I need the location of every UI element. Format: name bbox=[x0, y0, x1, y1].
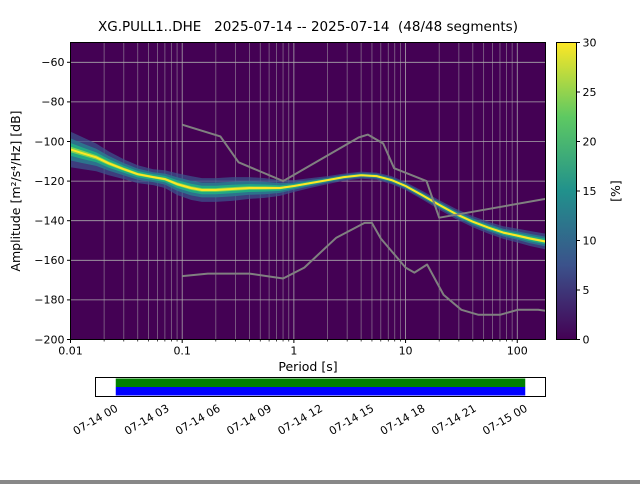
colorbar-tick-label: 10 bbox=[583, 234, 597, 247]
y-tick-label: −100 bbox=[34, 135, 64, 148]
timeline-tick-label: 07-14 21 bbox=[429, 402, 478, 438]
y-tick-label: −120 bbox=[34, 175, 64, 188]
colorbar-tick-label: 5 bbox=[583, 284, 590, 297]
timeline-tick-label: 07-14 18 bbox=[378, 402, 427, 438]
ppsd-histogram bbox=[70, 131, 546, 250]
colorbar bbox=[556, 42, 577, 340]
colorbar-tick-label: 20 bbox=[583, 135, 597, 148]
colorbar-label: [%] bbox=[608, 180, 623, 202]
y-tick-label: −160 bbox=[34, 254, 64, 267]
x-tick-label: 0.01 bbox=[58, 345, 83, 358]
timeline-data-bar bbox=[115, 387, 526, 396]
noise-model-low bbox=[182, 221, 546, 316]
y-tick-label: −180 bbox=[34, 294, 64, 307]
y-tick-label: −60 bbox=[41, 56, 64, 69]
timeline-used-segments-bar bbox=[115, 378, 526, 387]
noise-model-curves bbox=[181, 123, 546, 316]
timeline-tick-label: 07-14 15 bbox=[327, 402, 376, 438]
timeline-tick-label: 07-14 09 bbox=[224, 402, 273, 438]
colorbar-tick-label: 30 bbox=[583, 36, 597, 49]
colorbar-tick-label: 25 bbox=[583, 86, 597, 99]
y-tick-label: −140 bbox=[34, 215, 64, 228]
axis-ticks: 0.01 0.1 1 10 100 −60 −80 −100 −120 −140 −160 −180 −… bbox=[34, 56, 527, 357]
x-axis-label: Period [s] bbox=[278, 359, 337, 374]
timeline-tick-label: 07-15 00 bbox=[480, 402, 529, 438]
plot-background bbox=[70, 42, 546, 340]
plot-dynamic-content: 0.01 0.1 1 10 100−60−80−100−120−140−160−180−… bbox=[34, 36, 596, 438]
y-tick-label: −80 bbox=[41, 96, 64, 109]
x-tick-label: 1 bbox=[290, 345, 297, 358]
timeline-tick-label: 07-14 12 bbox=[276, 402, 325, 438]
timeline-tick-label: 07-14 00 bbox=[71, 402, 120, 438]
psd-mode-line bbox=[70, 148, 546, 243]
x-tick-label: 100 bbox=[507, 345, 528, 358]
noise-model-high bbox=[181, 123, 546, 219]
chart-title: XG.PULL1..DHE 2025-07-14 -- 2025-07-14 (… bbox=[98, 19, 518, 35]
y-axis-label: Amplitude [m²/s⁴/Hz] [dB] bbox=[8, 110, 23, 271]
x-tick-label: 0.1 bbox=[173, 345, 191, 358]
colorbar-tick-label: 0 bbox=[583, 333, 590, 346]
timeline-tick-label: 07-14 06 bbox=[173, 402, 222, 438]
plot-border bbox=[70, 42, 546, 340]
x-tick-label: 10 bbox=[399, 345, 413, 358]
colorbar-tick-label: 15 bbox=[583, 185, 597, 198]
timeline-tick-label: 07-14 03 bbox=[122, 402, 171, 438]
y-tick-label: −200 bbox=[34, 333, 64, 346]
